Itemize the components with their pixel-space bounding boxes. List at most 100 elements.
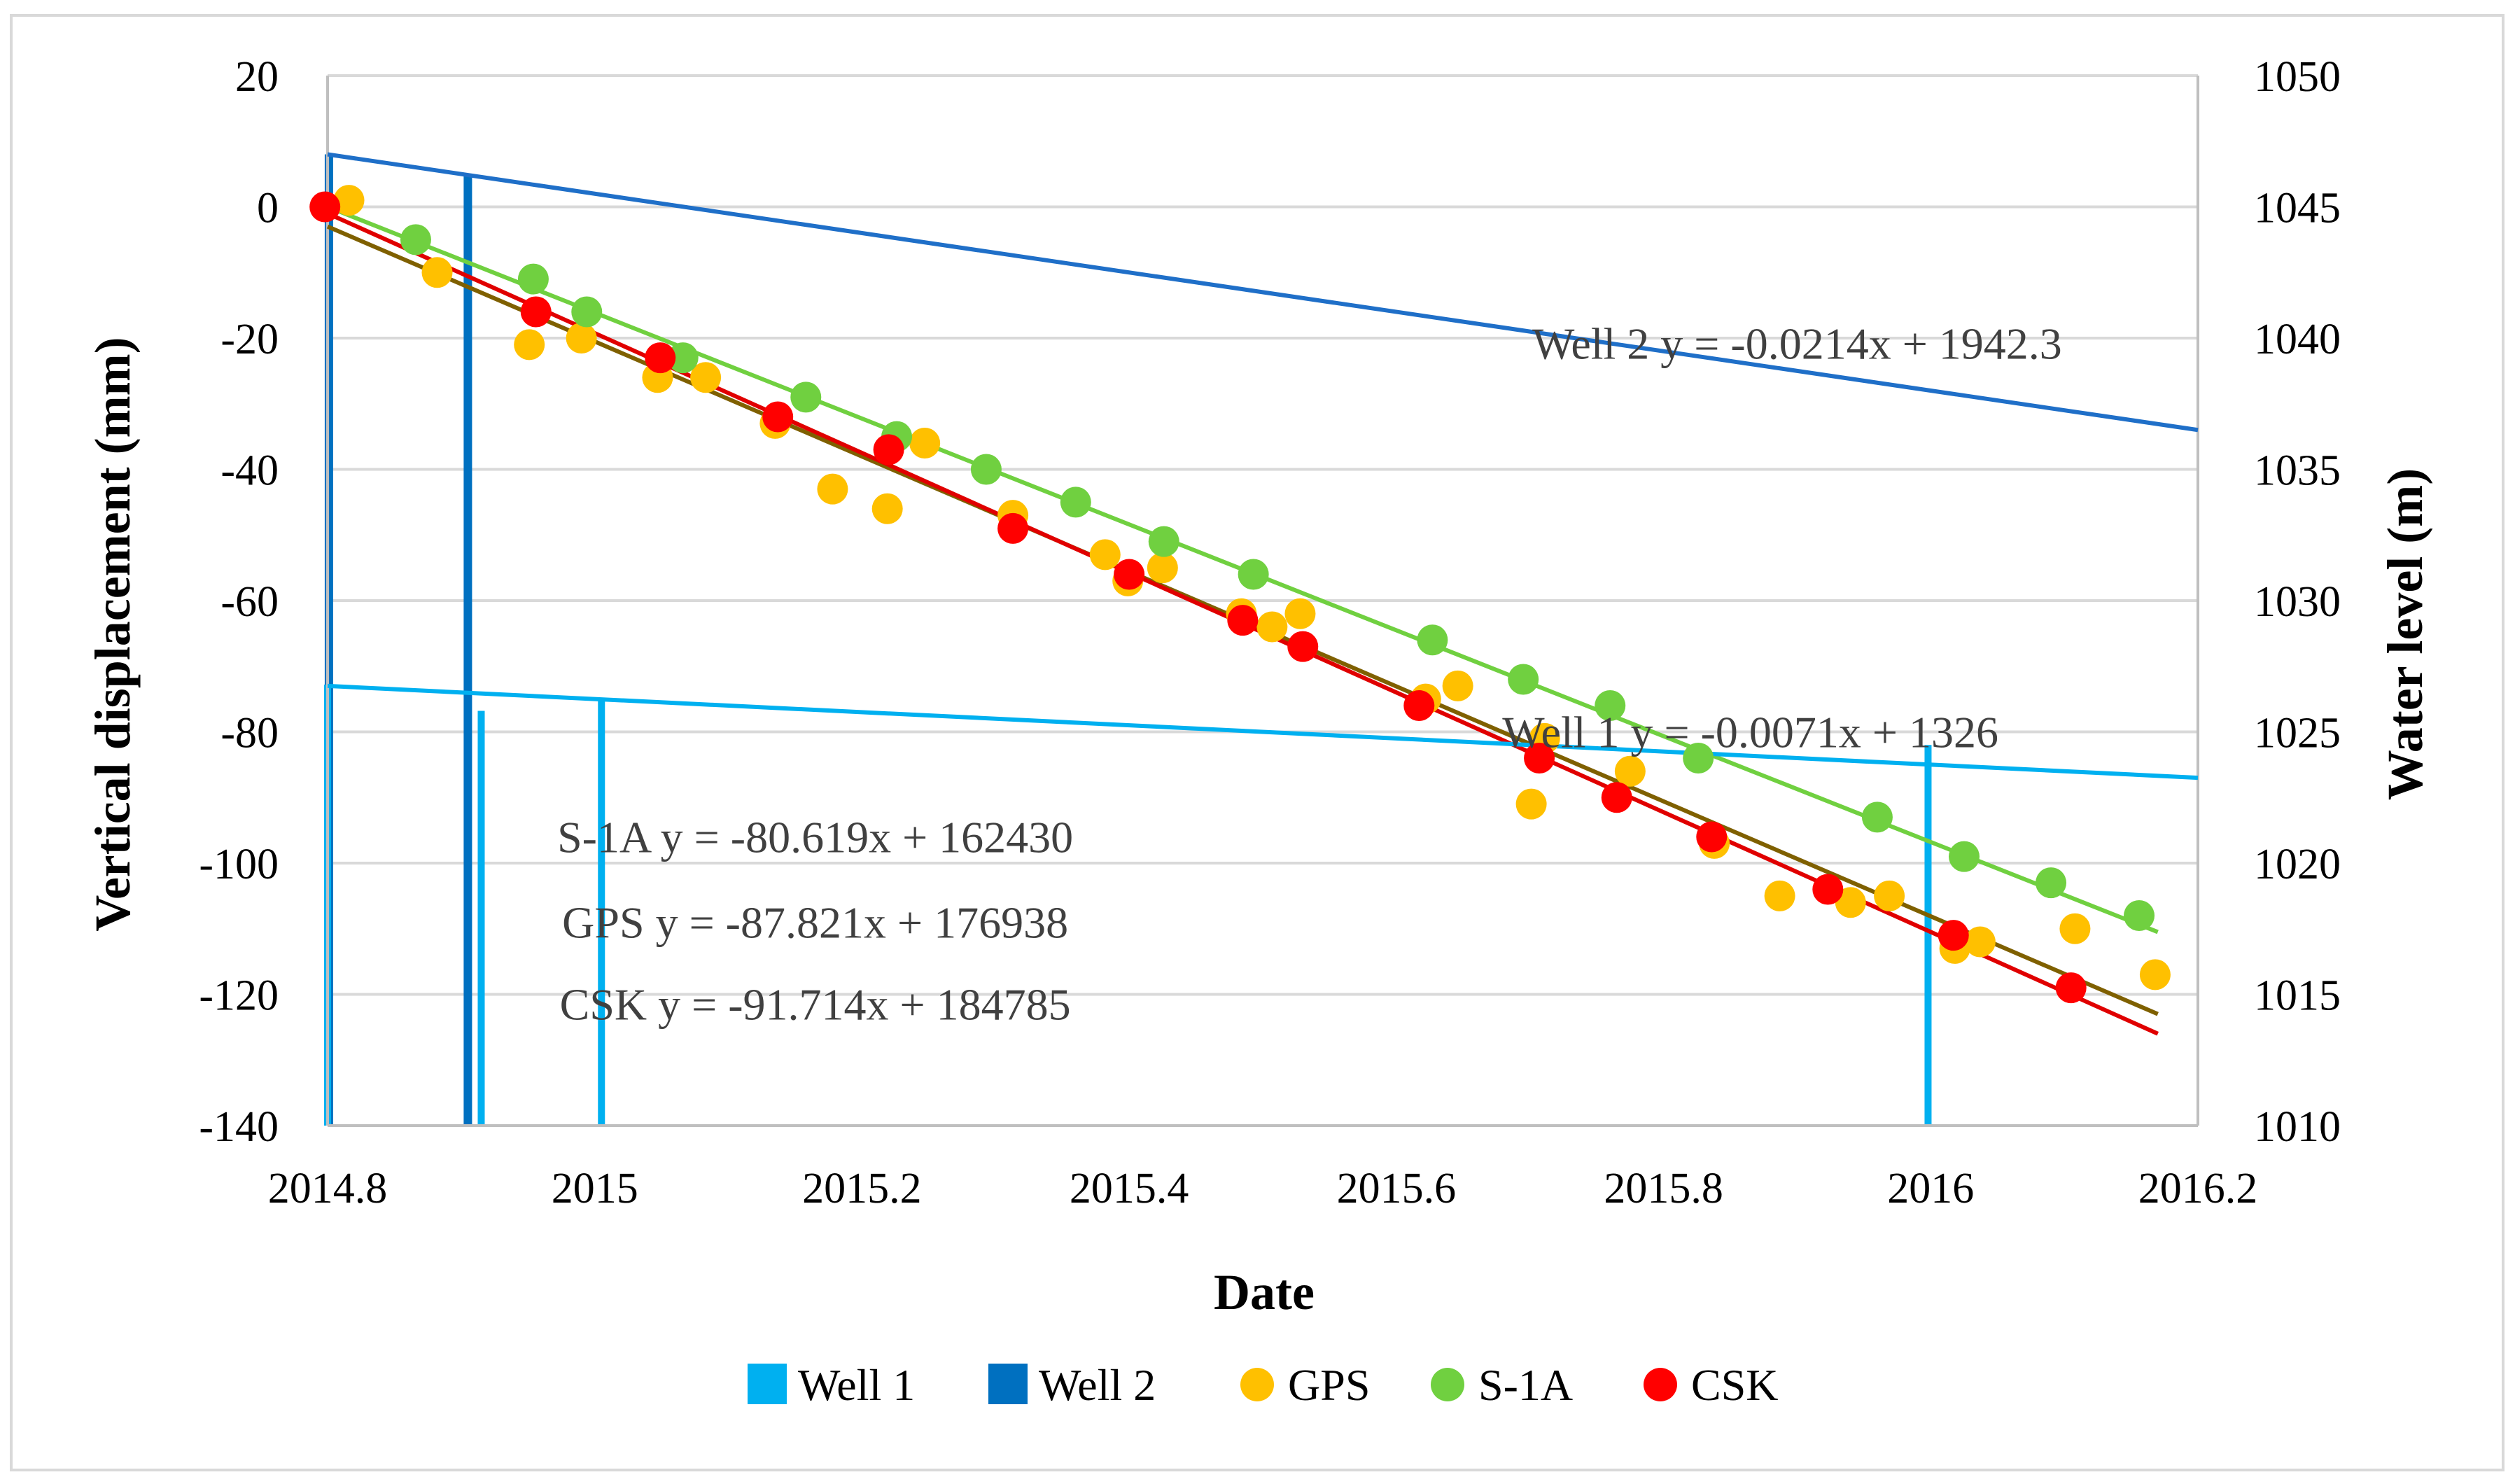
- data-point: [1227, 605, 1259, 636]
- well-bar: [1924, 745, 1932, 1126]
- data-point: [790, 382, 822, 413]
- legend-swatch: [1644, 1368, 1677, 1401]
- data-point: [1287, 631, 1319, 662]
- data-point: [1874, 880, 1905, 911]
- legend-swatch: [1240, 1368, 1274, 1401]
- data-point: [2036, 867, 2067, 899]
- data-point: [517, 263, 549, 295]
- data-point: [1284, 598, 1316, 629]
- data-point: [667, 342, 699, 374]
- data-point: [309, 191, 341, 223]
- y-left-tick-label: -80: [220, 710, 279, 757]
- data-point: [1614, 755, 1646, 787]
- trendline-equation: GPS y = -87.821x + 176938: [562, 897, 1068, 947]
- trendline-equation: CSK y = -91.714x + 184785: [560, 980, 1071, 1030]
- data-point: [817, 473, 848, 505]
- x-tick-label: 2015.6: [1337, 1165, 1457, 1212]
- y-right-tick-label: 1035: [2254, 447, 2341, 495]
- y-left-tick-label: 20: [235, 53, 279, 101]
- trendline-equations: S-1A y = -80.619x + 162430 GPS y = -87.82…: [557, 319, 2062, 1030]
- data-point: [333, 185, 365, 216]
- x-tick-label: 2015.4: [1070, 1165, 1189, 1212]
- legend-swatch: [988, 1364, 1028, 1404]
- data-point: [970, 454, 1002, 485]
- data-point: [1148, 526, 1179, 557]
- data-point: [421, 257, 453, 288]
- data-point: [2139, 959, 2171, 990]
- data-point: [1147, 552, 1178, 584]
- y-left-tick-label: -120: [199, 972, 279, 1020]
- well-bar: [598, 700, 605, 1126]
- data-point: [1238, 559, 1269, 590]
- legend-label: GPS: [1288, 1360, 1370, 1410]
- trendline-equation: S-1A y = -80.619x + 162430: [557, 813, 1073, 862]
- y-right-tick-label: 1050: [2254, 53, 2341, 101]
- legend: Well 1 Well 2 GPS S-1A CSK: [748, 1360, 1779, 1410]
- data-point: [1812, 874, 1844, 905]
- y-right-tick-label: 1025: [2254, 710, 2341, 757]
- data-point: [762, 401, 794, 433]
- x-tick-label: 2015.2: [802, 1165, 922, 1212]
- y-right-tick-label: 1015: [2254, 972, 2341, 1020]
- data-point: [1403, 690, 1435, 721]
- legend-label: Well 1: [798, 1360, 915, 1410]
- data-point: [1861, 802, 1893, 833]
- data-point: [645, 342, 676, 374]
- chart-border: [10, 14, 2505, 1471]
- data-point: [1964, 926, 1996, 958]
- data-point: [909, 428, 941, 458]
- y-axis-title-right: Water level (m): [2377, 468, 2433, 800]
- data-point: [1417, 624, 1448, 656]
- data-points: [309, 185, 2171, 1004]
- data-point: [1696, 821, 1728, 853]
- y-left-tick-label: -100: [199, 841, 279, 888]
- legend-swatch: [748, 1364, 787, 1404]
- data-point: [690, 362, 722, 393]
- well-bar: [463, 175, 472, 1126]
- data-point: [1601, 782, 1632, 813]
- x-axis-title: Date: [1214, 1264, 1315, 1320]
- data-point: [514, 329, 545, 360]
- y-right-tick-label: 1045: [2254, 185, 2341, 232]
- data-point: [1835, 887, 1866, 918]
- tick-labels: 20 0 -20 -40 -60 -80 -100 -120 -140 1050 1045 1040 1…: [199, 53, 2341, 1212]
- data-point: [1938, 920, 1969, 951]
- data-point: [400, 224, 431, 255]
- data-point: [873, 434, 904, 465]
- data-point: [871, 493, 903, 524]
- data-point: [1060, 486, 1091, 518]
- trendline-equation: Well 2 y = -0.0214x + 1942.3: [1532, 319, 2062, 369]
- data-point: [1089, 539, 1121, 570]
- data-point: [1524, 743, 1555, 774]
- trendline-equation: Well 1 y = -0.0071x + 1326: [1502, 708, 1998, 757]
- y-axis-title-left: Vertical displacement (mm): [85, 337, 141, 931]
- data-point: [2124, 900, 2155, 931]
- data-point: [520, 296, 552, 328]
- y-left-tick-label: 0: [257, 185, 279, 232]
- y-left-tick-label: -20: [220, 316, 279, 363]
- y-right-tick-label: 1020: [2254, 841, 2341, 888]
- axes: [326, 76, 2199, 1127]
- y-right-tick-label: 1030: [2254, 578, 2341, 626]
- data-point: [2055, 972, 2087, 1004]
- data-point: [571, 296, 603, 328]
- data-point: [1508, 664, 1539, 695]
- data-point: [1114, 559, 1145, 590]
- data-point: [1683, 743, 1714, 774]
- y-left-tick-label: -40: [220, 447, 279, 495]
- data-point: [1256, 611, 1288, 643]
- y-right-tick-label: 1010: [2254, 1103, 2341, 1151]
- legend-label: CSK: [1691, 1360, 1779, 1410]
- trendline: [327, 683, 2199, 780]
- data-point: [1764, 880, 1795, 911]
- data-point: [2059, 913, 2091, 944]
- well-bar: [477, 710, 485, 1126]
- data-point: [1949, 841, 1980, 872]
- x-tick-label: 2016: [1887, 1165, 1974, 1212]
- data-point: [1442, 670, 1473, 701]
- legend-label: Well 2: [1039, 1360, 1156, 1410]
- x-tick-label: 2015.8: [1604, 1165, 1723, 1212]
- y-left-tick-label: -60: [220, 578, 279, 626]
- data-point: [997, 512, 1029, 544]
